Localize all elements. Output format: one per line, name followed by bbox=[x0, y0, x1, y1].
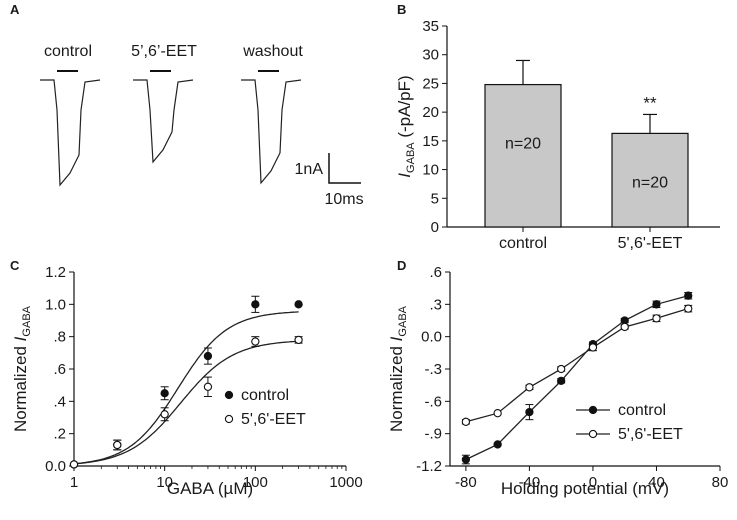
bar-n-label-5-6-eet: n=20 bbox=[632, 175, 668, 192]
b-ytick-label-10: 10 bbox=[422, 162, 439, 179]
d-point-control bbox=[461, 455, 471, 464]
c-xtick-label-10: 10 bbox=[156, 474, 173, 491]
d-series-line-5-6-eet bbox=[465, 307, 689, 423]
d-xtick-label-2: 0 bbox=[589, 474, 597, 491]
d-point-5-6-eet bbox=[620, 322, 629, 332]
d-ytick-label-0: -1.2 bbox=[416, 458, 442, 475]
c-ytick-label-4: .8 bbox=[53, 329, 66, 346]
c-xtick-label-100: 100 bbox=[243, 474, 268, 491]
trace-label-control: control bbox=[44, 43, 92, 60]
b-ytick-label-15: 15 bbox=[422, 133, 439, 150]
fit-curve-5-6-eet bbox=[73, 340, 299, 465]
d-legend-label-5-6-eet: 5',6'-EET bbox=[618, 426, 683, 443]
scale-time-label: 10ms bbox=[324, 191, 363, 208]
scale-bar bbox=[328, 153, 361, 184]
d-xtick-label-1: -40 bbox=[519, 474, 541, 491]
b-ytick-label-30: 30 bbox=[422, 47, 439, 64]
d-point-control bbox=[557, 376, 566, 386]
panel-d-iv-curve: -1.2 -.9 -.6 -.3 0.0 .3 .6 -80 -40 0 40 80 control 5'… bbox=[387, 264, 728, 498]
b-ytick-label-5: 5 bbox=[431, 190, 439, 207]
d-xtick-label-4: 80 bbox=[712, 474, 729, 491]
b-y-axis-label: IGABA (-pA/pF) bbox=[395, 75, 417, 177]
c-point-5-6-eet bbox=[69, 460, 79, 469]
d-point-5-6-eet bbox=[652, 314, 661, 323]
d-ytick-label-4: 0.0 bbox=[421, 329, 442, 346]
panel-letter-a: A bbox=[10, 2, 20, 17]
fit-curve-control bbox=[73, 311, 299, 465]
c-ytick-label-2: .4 bbox=[53, 393, 66, 410]
panel-b-bar-chart: 0 5 10 15 20 25 30 35 control n=20 5',6'-EET n=20 **… bbox=[395, 18, 720, 252]
d-point-control bbox=[525, 407, 534, 417]
d-ytick-label-2: -.6 bbox=[424, 393, 442, 410]
c-point-5-6-eet bbox=[203, 382, 213, 391]
d-point-5-6-eet bbox=[588, 343, 598, 352]
d-xtick-label-3: 40 bbox=[648, 474, 665, 491]
c-point-5-6-eet bbox=[113, 440, 122, 450]
c-legend-label-5-6-eet: 5',6'-EET bbox=[241, 411, 306, 428]
d-point-5-6-eet bbox=[493, 409, 502, 418]
c-point-5-6-eet bbox=[251, 337, 260, 346]
trace-label-5-6-eet: 5’,6’-EET bbox=[131, 43, 197, 60]
d-legend-marker-control bbox=[588, 405, 598, 415]
d-point-5-6-eet bbox=[684, 304, 693, 313]
current-trace-control bbox=[40, 79, 101, 187]
c-legend-marker-5-6-eet bbox=[224, 414, 234, 424]
d-point-control bbox=[652, 300, 661, 309]
trace-label-washout: washout bbox=[242, 43, 303, 60]
c-xtick-label-1: 1 bbox=[70, 474, 78, 491]
d-point-5-6-eet bbox=[557, 364, 566, 374]
d-point-5-6-eet bbox=[461, 417, 471, 426]
d-ytick-label-1: -.9 bbox=[424, 426, 442, 443]
panel-letter-d: D bbox=[397, 258, 406, 273]
b-category-label-control: control bbox=[499, 235, 547, 252]
b-ytick-label-20: 20 bbox=[422, 104, 439, 121]
current-trace-washout bbox=[241, 79, 302, 185]
c-point-control bbox=[203, 351, 213, 361]
bar-n-label-control: n=20 bbox=[505, 136, 541, 153]
c-ytick-label-1: .2 bbox=[53, 426, 66, 443]
c-x-axis-label: GABA (µM) bbox=[167, 479, 253, 498]
c-point-control bbox=[294, 300, 303, 309]
d-point-control bbox=[684, 291, 693, 300]
c-legend-label-control: control bbox=[241, 387, 289, 404]
d-ytick-label-6: .6 bbox=[429, 264, 442, 281]
scale-current-label: 1nA bbox=[295, 161, 324, 178]
b-ytick-label-0: 0 bbox=[431, 219, 439, 236]
d-legend-marker-5-6-eet bbox=[588, 429, 598, 439]
d-point-control bbox=[493, 440, 502, 449]
d-ytick-label-3: -.3 bbox=[424, 361, 442, 378]
c-ytick-label-6: 1.2 bbox=[45, 264, 66, 281]
c-xtick-label-1000: 1000 bbox=[329, 474, 362, 491]
c-ytick-label-3: .6 bbox=[53, 361, 66, 378]
c-point-control bbox=[251, 300, 260, 309]
panel-letter-c: C bbox=[10, 258, 20, 273]
c-legend-marker-control bbox=[224, 390, 234, 400]
d-ytick-label-5: .3 bbox=[429, 296, 442, 313]
c-ytick-label-0: 0.0 bbox=[45, 458, 66, 475]
d-point-5-6-eet bbox=[525, 383, 534, 392]
c-point-control bbox=[160, 389, 169, 398]
c-ytick-label-5: 1.0 bbox=[45, 296, 66, 313]
d-y-axis-label: Normalized IGABA bbox=[387, 305, 409, 432]
panel-c-dose-response: 0.0 .2 .4 .6 .8 1.0 1.2 1 10 100 1000 control 5',6'-… bbox=[11, 264, 363, 498]
b-ytick-label-35: 35 bbox=[422, 18, 439, 35]
current-trace-5-6-eet bbox=[133, 79, 194, 164]
d-x-axis-label: Holding potential (mV) bbox=[501, 479, 669, 498]
bar-control bbox=[484, 83, 562, 228]
c-point-5-6-eet bbox=[160, 410, 169, 419]
b-ytick-label-25: 25 bbox=[422, 75, 439, 92]
d-xtick-label-0: -80 bbox=[455, 474, 477, 491]
significance-marker: ** bbox=[643, 93, 657, 112]
b-category-label-5-6-eet: 5',6'-EET bbox=[618, 235, 683, 252]
d-series-line-control bbox=[465, 295, 689, 461]
panel-letter-b: B bbox=[397, 2, 406, 17]
c-y-axis-label: Normalized IGABA bbox=[11, 305, 33, 432]
d-legend-label-control: control bbox=[618, 402, 666, 419]
c-point-5-6-eet bbox=[294, 335, 303, 345]
